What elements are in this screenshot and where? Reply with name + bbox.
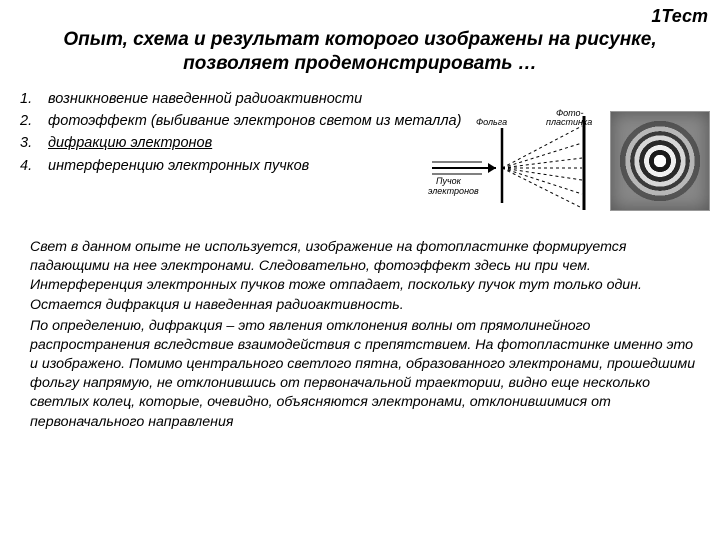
option-text: интерференцию электронных пучков	[48, 155, 309, 177]
test-badge: 1Тест	[651, 6, 708, 27]
label-beam-1: Пучок	[436, 176, 462, 186]
label-foil: Фольга	[476, 117, 507, 127]
explanation-para-2: По определению, дифракция – это явления …	[30, 317, 700, 432]
diffraction-pattern-image	[610, 111, 710, 211]
option-1: 1. возникновение наведенной радиоактивно…	[20, 88, 700, 110]
option-num: 4.	[20, 155, 38, 177]
option-text: дифракцию электронов	[48, 132, 212, 154]
option-num: 2.	[20, 110, 38, 132]
option-num: 3.	[20, 132, 38, 154]
label-beam-2: электронов	[428, 186, 479, 196]
explanation-para-1: Свет в данном опыте не используется, изо…	[30, 238, 700, 315]
explanation-block: Свет в данном опыте не используется, изо…	[30, 238, 700, 434]
option-text: возникновение наведенной радиоактивности	[48, 88, 362, 110]
schematic-diagram: Фольга Фото- пластинка Пучок электронов	[424, 108, 604, 213]
label-plate-2: пластинка	[546, 117, 592, 127]
option-num: 1.	[20, 88, 38, 110]
option-text: фотоэффект (выбивание электронов светом …	[48, 110, 461, 132]
figure-row: Фольга Фото- пластинка Пучок электронов	[424, 108, 710, 213]
question-text: Опыт, схема и результат которого изображ…	[0, 0, 720, 84]
